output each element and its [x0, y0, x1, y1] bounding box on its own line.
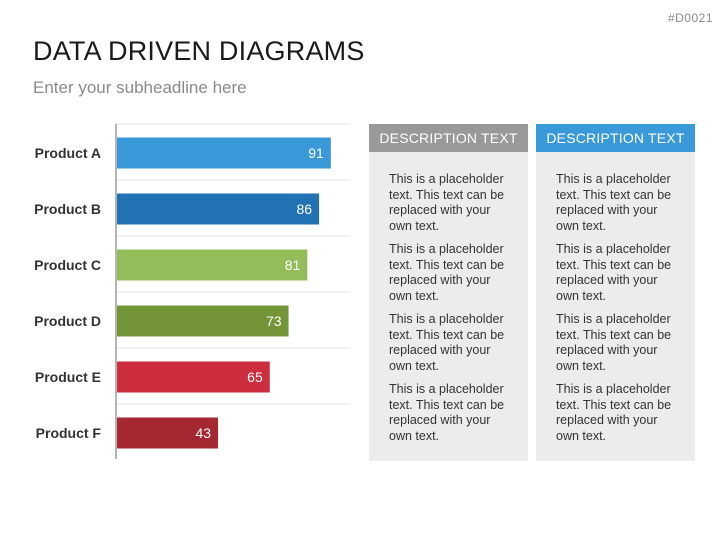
bar-value-label: 43 — [195, 425, 211, 441]
category-label: Product F — [36, 425, 102, 441]
bar-product-e — [117, 361, 270, 393]
bar-value-label: 86 — [297, 201, 313, 217]
category-label: Product A — [35, 145, 101, 161]
description-body: This is a placeholder text. This text ca… — [369, 152, 528, 444]
bar-product-a — [117, 137, 331, 169]
slide-id: #D0021 — [667, 11, 713, 25]
bar-value-label: 73 — [266, 313, 282, 329]
description-paragraph: This is a placeholder text. This text ca… — [389, 382, 505, 443]
description-paragraph: This is a placeholder text. This text ca… — [556, 382, 672, 443]
description-paragraph: This is a placeholder text. This text ca… — [556, 312, 672, 373]
bar-product-f — [117, 417, 219, 449]
bar-value-label: 81 — [285, 257, 301, 273]
description-header: DESCRIPTION TEXT — [369, 124, 528, 152]
description-paragraph: This is a placeholder text. This text ca… — [389, 242, 505, 303]
bar-product-c — [117, 249, 308, 281]
category-label: Product C — [34, 257, 101, 273]
bar-product-d — [117, 305, 289, 337]
description-paragraph: This is a placeholder text. This text ca… — [556, 242, 672, 303]
bar-product-b — [117, 193, 320, 225]
bar-value-label: 65 — [247, 369, 263, 385]
description-box-2: DESCRIPTION TEXT This is a placeholder t… — [536, 124, 695, 461]
description-paragraph: This is a placeholder text. This text ca… — [556, 172, 672, 233]
description-paragraph: This is a placeholder text. This text ca… — [389, 172, 505, 233]
bar-value-label: 91 — [308, 145, 324, 161]
description-body: This is a placeholder text. This text ca… — [536, 152, 695, 444]
description-paragraph: This is a placeholder text. This text ca… — [389, 312, 505, 373]
description-box-1: DESCRIPTION TEXT This is a placeholder t… — [369, 124, 528, 461]
page-title: DATA DRIVEN DIAGRAMS — [33, 36, 365, 66]
description-header: DESCRIPTION TEXT — [536, 124, 695, 152]
category-label: Product E — [35, 369, 101, 385]
page-subtitle: Enter your subheadline here — [33, 78, 247, 97]
category-label: Product D — [34, 313, 101, 329]
category-label: Product B — [34, 201, 101, 217]
